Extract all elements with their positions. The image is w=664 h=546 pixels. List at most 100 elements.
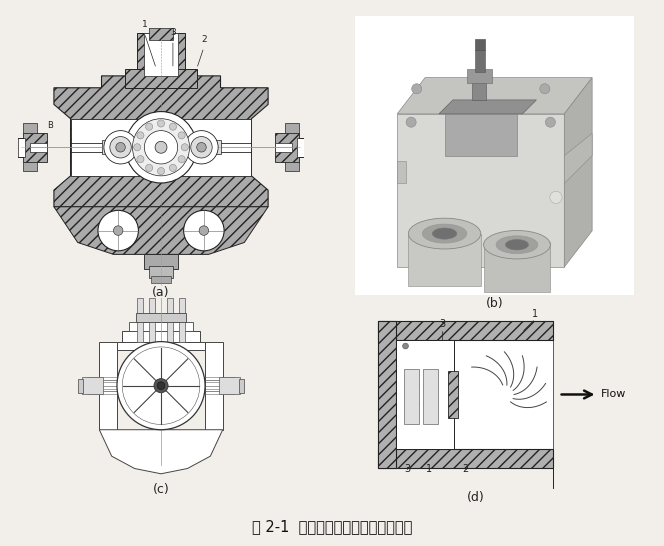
- Circle shape: [550, 191, 562, 204]
- Polygon shape: [54, 207, 268, 254]
- Circle shape: [402, 343, 408, 349]
- Text: (c): (c): [153, 483, 169, 496]
- Bar: [23, 123, 37, 133]
- Bar: [397, 161, 406, 183]
- Text: 3: 3: [404, 464, 410, 474]
- Bar: [144, 254, 178, 269]
- Circle shape: [197, 143, 207, 152]
- Ellipse shape: [422, 224, 467, 243]
- Bar: [445, 114, 517, 156]
- Circle shape: [137, 132, 144, 139]
- Bar: [102, 140, 220, 155]
- Bar: [448, 371, 458, 418]
- Bar: [23, 162, 37, 171]
- Bar: [179, 298, 185, 342]
- Bar: [238, 378, 244, 393]
- Text: Flow: Flow: [602, 389, 627, 400]
- Polygon shape: [100, 430, 222, 474]
- Ellipse shape: [483, 230, 550, 259]
- Text: 1: 1: [141, 20, 147, 29]
- Bar: [276, 143, 292, 152]
- Bar: [129, 322, 193, 331]
- Polygon shape: [564, 133, 592, 183]
- Bar: [149, 298, 155, 342]
- Bar: [136, 313, 186, 322]
- Circle shape: [133, 144, 141, 151]
- Text: 图 2-1  切向渦轮式流量传感器结构图: 图 2-1 切向渦轮式流量传感器结构图: [252, 519, 412, 535]
- Circle shape: [144, 130, 178, 164]
- Circle shape: [412, 84, 422, 94]
- Text: 3: 3: [440, 319, 446, 329]
- Bar: [378, 321, 553, 340]
- Bar: [167, 298, 173, 342]
- Circle shape: [406, 117, 416, 127]
- Circle shape: [155, 141, 167, 153]
- Circle shape: [157, 120, 165, 127]
- Circle shape: [169, 164, 177, 171]
- Bar: [467, 69, 492, 83]
- Bar: [285, 162, 299, 171]
- Circle shape: [540, 84, 550, 94]
- Circle shape: [137, 156, 144, 163]
- Ellipse shape: [432, 228, 457, 239]
- Circle shape: [98, 210, 138, 251]
- Text: 1: 1: [426, 464, 432, 474]
- Text: 2: 2: [463, 464, 469, 474]
- Bar: [396, 340, 454, 449]
- Bar: [475, 39, 485, 50]
- Polygon shape: [564, 78, 592, 267]
- Circle shape: [191, 136, 212, 158]
- Bar: [144, 33, 178, 76]
- Bar: [18, 138, 25, 157]
- Text: B: B: [46, 121, 52, 130]
- Bar: [151, 276, 171, 283]
- Circle shape: [157, 168, 165, 175]
- Circle shape: [145, 123, 153, 130]
- Bar: [483, 242, 550, 292]
- Bar: [82, 377, 103, 394]
- Bar: [149, 266, 173, 278]
- Bar: [378, 449, 553, 468]
- Circle shape: [545, 117, 555, 127]
- Bar: [149, 28, 173, 40]
- Bar: [297, 138, 304, 157]
- Text: 2: 2: [201, 35, 207, 44]
- Ellipse shape: [408, 218, 481, 249]
- Circle shape: [154, 378, 168, 393]
- Bar: [378, 321, 396, 468]
- Ellipse shape: [496, 236, 538, 253]
- Circle shape: [181, 144, 189, 151]
- Bar: [137, 298, 143, 342]
- Bar: [276, 133, 299, 162]
- Circle shape: [110, 136, 131, 158]
- Bar: [100, 342, 117, 430]
- Circle shape: [125, 111, 197, 183]
- Polygon shape: [439, 100, 537, 114]
- Circle shape: [132, 118, 190, 176]
- Bar: [137, 33, 185, 69]
- Ellipse shape: [505, 240, 529, 250]
- Circle shape: [104, 130, 137, 164]
- Bar: [408, 234, 481, 287]
- Text: (b): (b): [486, 296, 503, 310]
- Circle shape: [184, 210, 224, 251]
- Text: 1: 1: [533, 309, 539, 319]
- Circle shape: [178, 156, 185, 163]
- Circle shape: [199, 226, 208, 235]
- Circle shape: [157, 382, 165, 389]
- Circle shape: [178, 132, 185, 139]
- Bar: [70, 118, 252, 176]
- Bar: [78, 378, 84, 393]
- Bar: [30, 143, 46, 152]
- Bar: [285, 123, 299, 133]
- Bar: [396, 340, 553, 449]
- Polygon shape: [397, 78, 592, 114]
- Text: (d): (d): [466, 491, 484, 504]
- Bar: [423, 369, 438, 424]
- Bar: [122, 331, 200, 342]
- Polygon shape: [54, 76, 268, 207]
- Bar: [23, 133, 46, 162]
- Bar: [475, 50, 485, 72]
- Bar: [125, 69, 197, 88]
- Circle shape: [116, 143, 125, 152]
